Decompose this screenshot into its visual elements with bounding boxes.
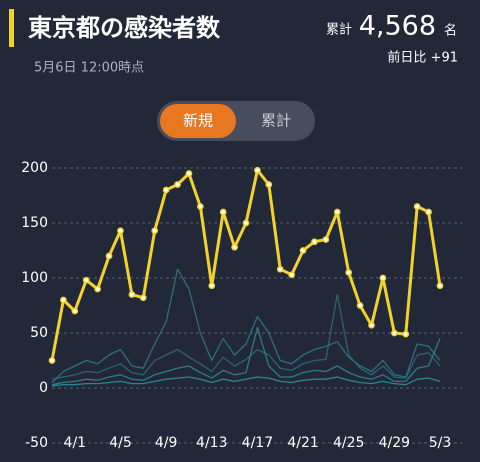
toggle-new[interactable]: 新規 [183,112,213,130]
title: 東京都の感染者数 [28,14,221,42]
x-tick-label: 4/9 [155,435,178,451]
point [71,307,79,315]
total-line [50,168,442,361]
point [151,227,159,235]
point [82,276,90,284]
point [288,271,295,279]
y-tick-label: 150 [21,215,48,231]
x-tick-label: 4/25 [333,435,364,451]
point [356,302,364,309]
point [299,247,307,254]
timestamp: 5月6日 12:00時点 [34,61,144,76]
x-tick-label: 4/21 [287,435,318,451]
point [197,203,204,210]
point [322,236,330,243]
point [162,186,170,194]
point [391,329,398,337]
point [231,243,238,251]
point [219,208,227,216]
point [105,252,113,260]
point [185,170,193,177]
change: 前日比 +91 [387,50,458,66]
y-tick-label: 0 [39,380,48,396]
y-tick-label: -50 [25,435,48,451]
point [333,208,341,216]
x-tick-label: 4/17 [242,435,273,451]
point [379,274,387,282]
y-tick-label: 200 [21,160,48,176]
point [242,219,250,227]
ward-line [51,326,441,386]
y-tick-label: 100 [21,270,48,286]
ward-line [51,293,441,380]
point [117,227,124,235]
x-tick-label: 4/13 [196,435,227,451]
total-unit: 名 [444,23,457,39]
total-label: 累計 [326,22,352,38]
point [48,357,56,364]
point [311,238,318,246]
point [265,181,273,188]
point [128,291,136,298]
point [254,166,261,174]
point [413,203,421,210]
point [208,282,216,290]
point [276,265,284,273]
point [425,208,432,216]
ward-line [51,376,441,387]
total-value: 4,568 [359,11,436,42]
accent-bar [9,9,14,47]
x-tick-label: 4/1 [64,435,87,451]
plot: -50 0 50 100 150 200 4/1 4/5 4/9 4/13 4/17 4/21 4/25… [21,160,462,451]
point [94,285,101,293]
point [174,181,181,188]
point [368,321,375,329]
y-tick-label: 50 [30,325,48,341]
x-tick-label: 5/3 [429,435,452,451]
point [402,330,410,338]
x-tick-label: 4/5 [109,435,132,451]
toggle-active[interactable] [160,104,236,138]
point [60,296,67,304]
x-tick-label: 4/29 [379,435,410,451]
point [345,269,353,276]
point [139,294,147,302]
point [436,282,444,290]
toggle-total[interactable]: 累計 [261,112,291,130]
ward-line [51,268,441,383]
